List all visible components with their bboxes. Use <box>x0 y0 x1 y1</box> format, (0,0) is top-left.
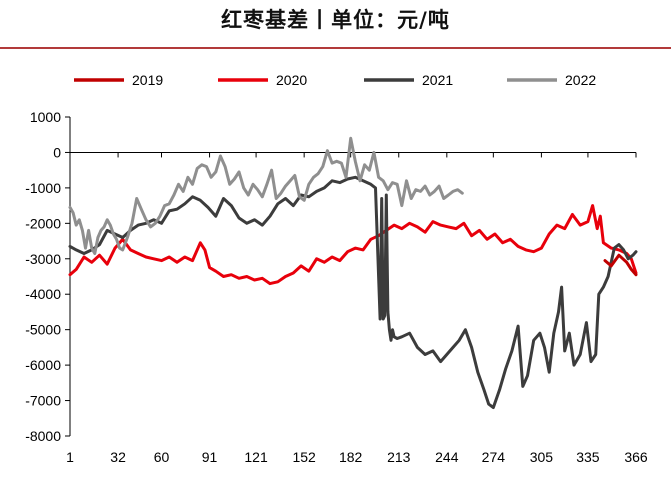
series-line-2022 <box>68 136 464 255</box>
x-tick-label: 32 <box>110 449 126 465</box>
x-tick-label: 182 <box>339 449 363 465</box>
x-tick-label: 244 <box>435 449 459 465</box>
title-divider <box>0 47 671 49</box>
legend: 2019 2020 2021 2022 <box>74 72 596 88</box>
legend-label-2021: 2021 <box>422 72 453 88</box>
y-tick-label: 1000 <box>30 109 61 125</box>
y-tick-label: -7000 <box>25 393 61 409</box>
x-tick-label: 60 <box>154 449 170 465</box>
y-tick-label: 0 <box>53 144 61 160</box>
y-tick-label: -4000 <box>25 286 61 302</box>
x-tick-label: 91 <box>202 449 218 465</box>
y-tick-label: -6000 <box>25 357 61 373</box>
x-tick-label: 121 <box>244 449 268 465</box>
x-tick-label: 1 <box>66 449 74 465</box>
x-tick-label: 213 <box>387 449 411 465</box>
legend-label-2022: 2022 <box>565 72 596 88</box>
x-tick-label: 335 <box>576 449 600 465</box>
axes: 1000 0 -1000 -2000 -3000 -4000 -5000 -6000 -7000… <box>25 109 648 465</box>
x-tick-label: 305 <box>530 449 554 465</box>
x-tick-label: 366 <box>624 449 648 465</box>
legend-label-2020: 2020 <box>276 72 307 88</box>
legend-label-2019: 2019 <box>132 72 163 88</box>
x-tick-label: 274 <box>482 449 506 465</box>
series-layer <box>68 136 638 410</box>
series-line-2020 <box>68 204 638 286</box>
x-tick-label: 152 <box>292 449 316 465</box>
y-tick-label: -8000 <box>25 428 61 444</box>
y-tick-label: -2000 <box>25 215 61 231</box>
y-tick-label: -3000 <box>25 251 61 267</box>
y-tick-label: -5000 <box>25 322 61 338</box>
series-line-2021 <box>68 175 638 410</box>
series-line-2019 <box>603 253 638 277</box>
y-tick-label: -1000 <box>25 180 61 196</box>
chart-title: 红枣基差丨单位：元/吨 <box>221 8 450 32</box>
